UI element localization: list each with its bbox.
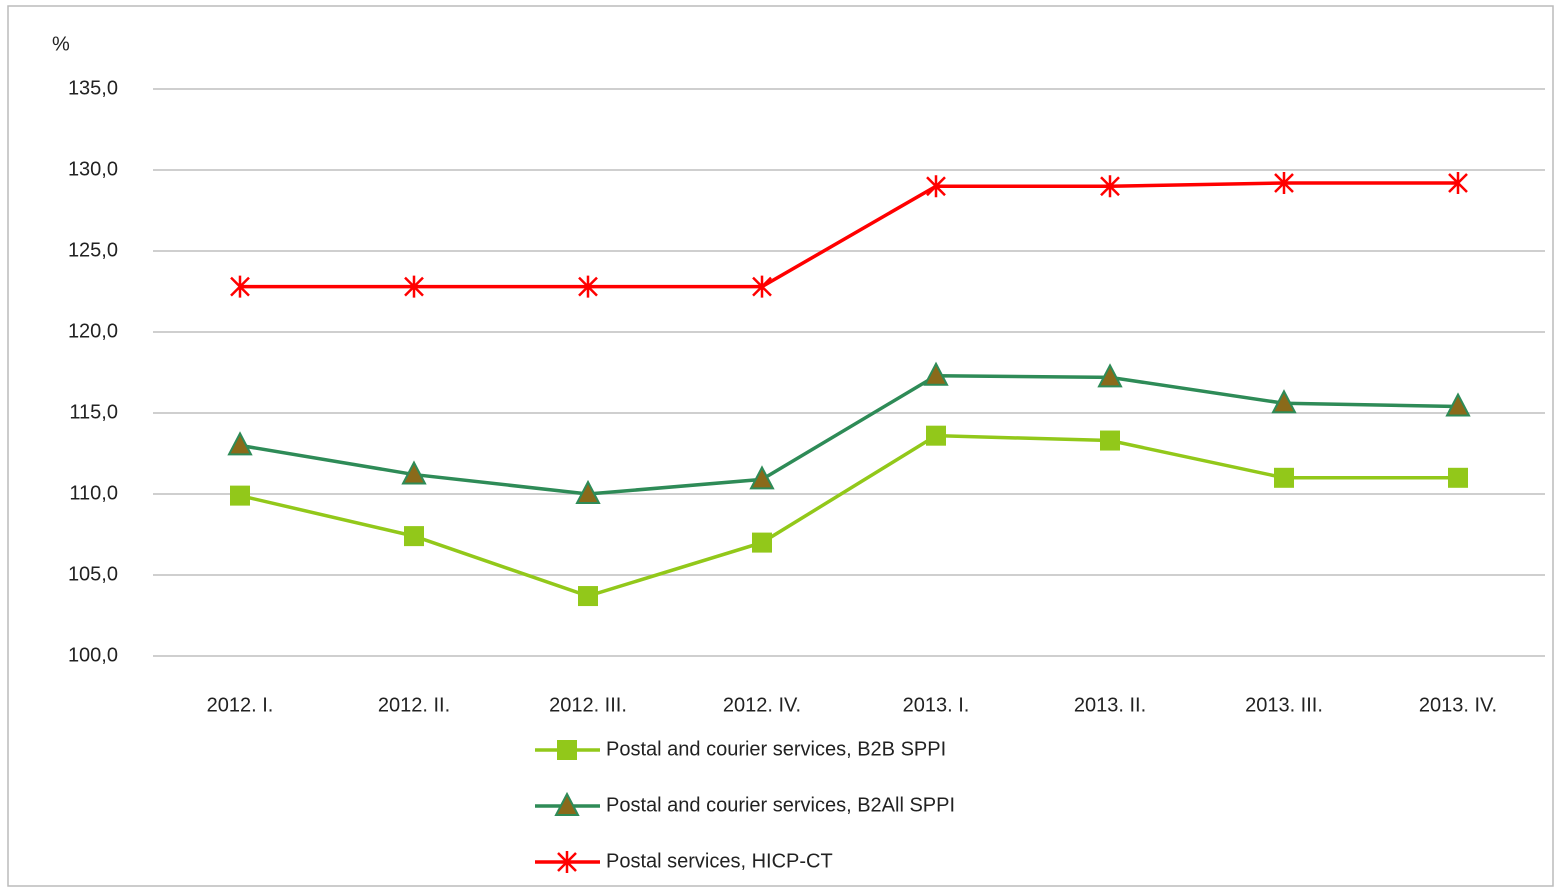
marker [749, 465, 775, 490]
y-tick-label: 110,0 [69, 482, 118, 504]
x-tick-label: 2013. III. [1245, 694, 1323, 716]
legend-label: Postal and courier services, B2All SPPI [606, 794, 955, 816]
legend-label: Postal and courier services, B2B SPPI [606, 738, 946, 760]
marker [1274, 467, 1294, 488]
marker [1448, 467, 1468, 488]
y-tick-label: 115,0 [69, 401, 118, 423]
marker [752, 532, 772, 553]
marker [230, 485, 250, 506]
marker [1448, 171, 1468, 194]
y-tick-label: 135,0 [68, 77, 118, 99]
x-tick-label: 2013. II. [1074, 694, 1146, 716]
marker [1097, 363, 1123, 388]
chart-frame [7, 5, 1554, 887]
x-tick-label: 2013. I. [903, 694, 970, 716]
marker [575, 479, 601, 504]
marker [227, 431, 253, 456]
x-tick-label: 2013. IV. [1419, 694, 1497, 716]
series-line [239, 433, 1458, 598]
x-tick-label: 2012. I. [207, 694, 274, 716]
series-line [240, 181, 1458, 289]
x-tick-label: 2012. IV. [723, 694, 801, 716]
marker [1274, 171, 1294, 194]
marker [1100, 430, 1120, 451]
legend-marker [557, 740, 577, 760]
y-tick-label: 125,0 [68, 239, 118, 261]
marker [404, 275, 424, 298]
marker [578, 586, 598, 607]
legend-marker [557, 851, 577, 873]
series-line [239, 373, 1459, 496]
marker [752, 275, 772, 298]
y-axis-label: % [52, 33, 70, 55]
y-tick-label: 130,0 [68, 158, 118, 180]
marker [926, 425, 946, 446]
y-tick-label: 120,0 [68, 320, 118, 342]
y-tick-label: 100,0 [68, 644, 118, 666]
legend-marker [554, 791, 580, 816]
x-tick-label: 2012. III. [549, 694, 627, 716]
y-tick-label: 105,0 [68, 563, 118, 585]
marker [578, 275, 598, 298]
marker [1445, 392, 1471, 417]
marker [926, 175, 946, 198]
legend-label: Postal services, HICP-CT [606, 850, 833, 872]
marker [1100, 175, 1120, 198]
marker [230, 275, 250, 298]
x-tick-label: 2012. II. [378, 694, 450, 716]
marker [1271, 389, 1297, 414]
marker [401, 460, 427, 485]
marker [404, 526, 424, 547]
marker [923, 361, 949, 386]
